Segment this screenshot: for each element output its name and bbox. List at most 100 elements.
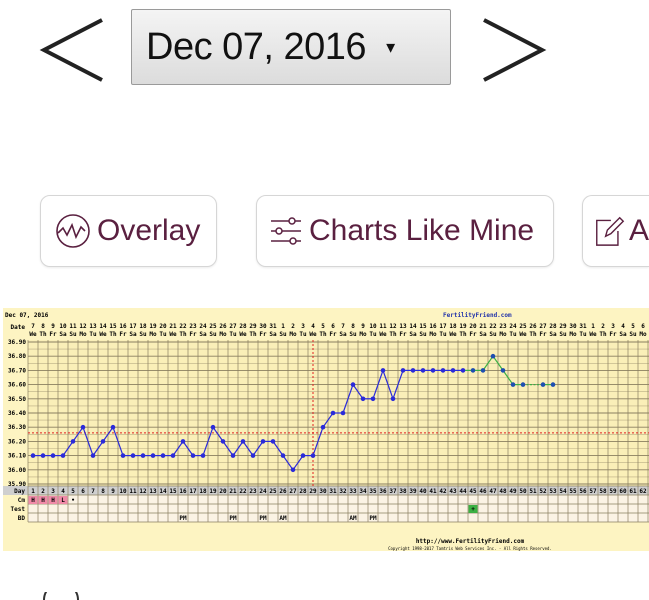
- weekday-label: Mo: [569, 331, 577, 338]
- day-number: 29: [309, 488, 317, 495]
- day-number: 43: [449, 488, 457, 495]
- weekday-label: Tu: [439, 331, 447, 338]
- temperature-line-segment: [312, 427, 324, 456]
- date-label: 15: [419, 323, 427, 330]
- weekday-label: Sa: [199, 331, 207, 338]
- day-number: 22: [239, 488, 247, 495]
- weekday-label: Tu: [369, 331, 377, 338]
- temperature-line-segment: [172, 441, 184, 456]
- cm-cell: [48, 496, 58, 504]
- weekday-label: We: [309, 331, 317, 338]
- temperature-line-segment: [272, 441, 284, 456]
- temperature-point: [320, 424, 326, 430]
- cm-value: H: [31, 497, 35, 504]
- date-label: 18: [139, 323, 147, 330]
- cm-value: H: [41, 497, 45, 504]
- charts-like-mine-button[interactable]: Charts Like Mine: [256, 195, 554, 267]
- weekday-label: Mo: [149, 331, 157, 338]
- temperature-point: [120, 453, 126, 458]
- overlay-button[interactable]: Overlay: [40, 195, 217, 267]
- temperature-point: [70, 439, 76, 444]
- temperature-line-segment: [222, 441, 234, 456]
- y-tick-label: 36.00: [8, 467, 26, 474]
- date-label: 29: [559, 323, 567, 330]
- date-label: 21: [479, 323, 487, 330]
- temperature-point: [220, 439, 226, 444]
- y-tick-label: 35.90: [8, 481, 26, 488]
- temperature-point: [300, 453, 306, 458]
- weekday-label: Th: [319, 331, 327, 338]
- day-number: 32: [339, 488, 347, 495]
- weekday-label: Su: [279, 331, 287, 338]
- date-label: 27: [229, 323, 237, 330]
- date-label: 6: [641, 323, 645, 330]
- date-label: 24: [509, 323, 517, 330]
- temperature-line-segment: [342, 384, 354, 414]
- weekday-label: Th: [389, 331, 397, 338]
- day-number: 33: [349, 488, 357, 495]
- temperature-point: [80, 424, 86, 430]
- day-number: 27: [289, 488, 297, 495]
- date-label: 2: [291, 323, 295, 330]
- date-label: 5: [631, 323, 635, 330]
- dropdown-caret-icon: ▾: [386, 36, 396, 57]
- date-label: 19: [459, 323, 467, 330]
- temperature-point: [140, 453, 146, 458]
- day-number: 46: [479, 488, 487, 495]
- day-number: 51: [529, 488, 537, 495]
- weekday-label: Tu: [579, 331, 587, 338]
- chevron-left-icon: [39, 18, 103, 82]
- weekday-label: Th: [529, 331, 537, 338]
- date-label: 3: [301, 323, 305, 330]
- weekday-label: Fr: [399, 331, 407, 338]
- day-number: 47: [489, 488, 497, 495]
- date-label: 21: [169, 323, 177, 330]
- prev-date-button[interactable]: [38, 14, 108, 86]
- info-circle-icon[interactable]: [43, 592, 79, 600]
- temperature-point: [430, 368, 436, 373]
- day-number: 2: [41, 488, 45, 495]
- copyright-text: Copyright 1998-2017 Tamtris Web Services…: [388, 546, 552, 551]
- weekday-label: Su: [559, 331, 567, 338]
- temperature-point: [340, 410, 346, 416]
- date-label: 1: [281, 323, 285, 330]
- temperature-point: [150, 453, 156, 458]
- bd-value: PM: [179, 515, 187, 522]
- weekday-label: Sa: [59, 331, 67, 338]
- temperature-line-segment: [282, 455, 294, 471]
- date-label: 16: [119, 323, 127, 330]
- temperature-point: [40, 453, 46, 458]
- y-tick-label: 36.70: [8, 367, 26, 374]
- date-label: 20: [159, 323, 167, 330]
- day-number: 61: [629, 488, 637, 495]
- temperature-line-segment: [212, 426, 224, 442]
- weekday-label: Fr: [539, 331, 547, 338]
- day-number: 10: [119, 488, 127, 495]
- weekday-label: Sa: [269, 331, 277, 338]
- temperature-line-segment: [72, 426, 84, 442]
- weekday-label: Th: [179, 331, 187, 338]
- date-label: 4: [621, 323, 625, 330]
- date-selector[interactable]: Dec 07, 2016 ▾: [131, 9, 451, 85]
- add-button[interactable]: A: [582, 195, 649, 267]
- day-number: 9: [111, 488, 115, 495]
- weekday-label: Tu: [229, 331, 237, 338]
- weekday-label: Th: [109, 331, 117, 338]
- day-number: 59: [609, 488, 617, 495]
- date-label: 11: [69, 323, 77, 330]
- date-label: 13: [399, 323, 407, 330]
- weekday-label: Tu: [509, 331, 517, 338]
- cm-cell: [58, 496, 68, 504]
- weekday-label: Su: [489, 331, 497, 338]
- entry-rows-band: [28, 495, 649, 522]
- next-date-button[interactable]: [478, 14, 548, 86]
- day-number: 26: [279, 488, 287, 495]
- day-number: 40: [419, 488, 427, 495]
- overlay-chart-icon: [56, 214, 90, 248]
- temperature-line-segment: [182, 441, 194, 456]
- temperature-point: [480, 368, 486, 373]
- day-number: 28: [299, 488, 307, 495]
- temperature-line-segment: [292, 455, 304, 471]
- temperature-point: [170, 453, 176, 458]
